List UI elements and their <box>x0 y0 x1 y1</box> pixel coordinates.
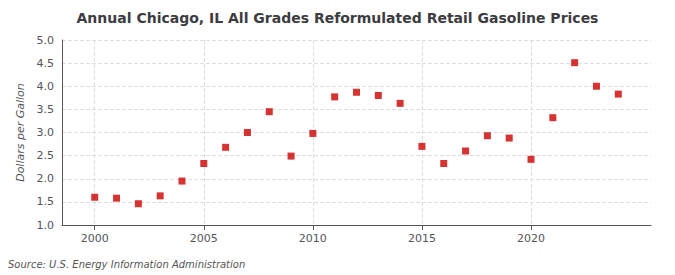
svg-text:Source: U.S. Energy Informatio: Source: U.S. Energy Information Administ… <box>8 259 245 270</box>
svg-text:2020: 2020 <box>517 232 545 245</box>
svg-text:2000: 2000 <box>81 232 109 245</box>
svg-text:2.0: 2.0 <box>37 172 55 185</box>
svg-text:Dollars per Gallon: Dollars per Gallon <box>14 83 27 182</box>
svg-text:Annual Chicago, IL All Grades: Annual Chicago, IL All Grades Reformulat… <box>77 10 599 26</box>
svg-text:2015: 2015 <box>408 232 436 245</box>
svg-text:2010: 2010 <box>299 232 327 245</box>
svg-text:2.5: 2.5 <box>37 149 55 162</box>
svg-text:1.0: 1.0 <box>37 219 55 232</box>
svg-text:3.5: 3.5 <box>37 103 55 116</box>
svg-text:2005: 2005 <box>190 232 218 245</box>
svg-text:5.0: 5.0 <box>37 34 55 47</box>
svg-text:3.0: 3.0 <box>37 126 55 139</box>
svg-text:4.5: 4.5 <box>37 57 55 70</box>
svg-text:4.0: 4.0 <box>37 80 55 93</box>
svg-text:1.5: 1.5 <box>37 195 55 208</box>
